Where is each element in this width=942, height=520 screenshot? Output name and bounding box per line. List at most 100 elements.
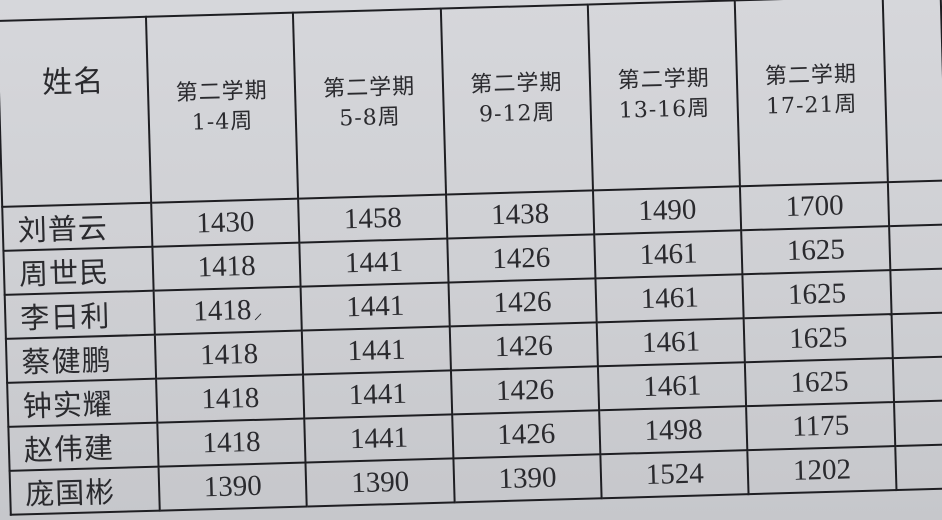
wage-value: 1441 [345,289,405,323]
wage-value: 1625 [786,232,846,267]
weeks-label: 17-21周 [765,91,858,120]
wage-cell: 1426 [451,410,601,459]
wage-value: 1390 [203,469,263,503]
wage-value: 1438 [490,197,550,231]
wage-cell: 1498 [599,406,748,455]
wage-cell: 1426 [449,322,598,371]
wage-value: 1441 [347,333,406,367]
wage-value: 1441 [349,421,409,455]
weeks-label: 5-8周 [338,104,402,132]
employee-name: 赵伟建 [8,422,159,471]
wage-value: 1426 [496,417,556,451]
wage-cell: 1524 [600,450,749,499]
wage-cell: 1441 [299,238,449,287]
term-label: 第二学期 [617,66,711,94]
wage-value: 1441 [348,377,408,411]
wage-cell: 1418 [154,330,304,379]
wage-value: 1461 [639,237,698,271]
wage-value: 1461 [640,280,700,315]
wage-value: 1461 [641,324,701,359]
wage-cell: 1418 [155,374,305,423]
header-row: 姓名 第二学期 1-4周 第二学期 5-8周 第二学期 9-12周 第二学期 13-16… [0,0,942,207]
term-label: 第二学期 [764,61,858,90]
extra-cell [890,268,942,315]
wage-value: 1418 [197,249,257,283]
wage-value: 1625 [787,276,847,311]
wage-cell: 1390 [453,454,602,503]
wage-cell: 1441 [303,370,452,419]
wage-value: 1202 [792,452,852,487]
weeks-label: 9-12周 [478,100,556,128]
wage-value: 1430 [195,205,255,239]
wage-value: 1418 [192,293,252,328]
check-mark-icon: ⸝ [253,302,263,323]
wage-cell: 1625 [741,226,891,275]
wage-value: 1461 [642,368,702,403]
wage-cell: 1418 [152,242,302,291]
wage-cell: 1390 [158,462,308,511]
wage-cell: 1461 [595,274,745,323]
column-header: 第二学期 1-4周 [145,12,299,203]
wage-cell: 1461 [597,362,747,411]
extra-cell [892,356,942,403]
wage-cell: 1490 [593,186,742,235]
employee-name: 庞国彬 [9,466,160,515]
column-header: 第二学期 9-12周 [440,4,594,195]
wage-cell: 1441 [304,414,454,463]
wage-value: 1426 [494,329,554,363]
wage-value: 1625 [788,320,848,355]
wage-value: 1524 [645,456,705,491]
extra-cell [894,444,942,491]
term-label: 第二学期 [175,78,269,107]
employee-name: 周世民 [3,246,154,295]
wage-cell: 1461 [596,318,746,367]
wage-value: 1625 [790,364,849,399]
wage-cell: 1441 [302,326,451,375]
wage-value: 1426 [495,373,555,407]
wage-value: 1418 [200,381,260,415]
wage-value: 1498 [644,412,703,447]
wage-value: 1390 [350,465,410,499]
wage-value: 1175 [791,408,850,443]
weeks-label: 13-16周 [618,96,711,124]
extra-cell [887,180,942,227]
wage-cell: 1441 [301,282,450,331]
wage-cell: 1625 [742,270,892,319]
wage-value: 1441 [344,245,404,279]
extra-cell [888,224,942,271]
employee-name: 刘普云 [2,202,153,251]
wage-cell: 1625 [745,358,894,407]
wage-value: 1700 [785,188,845,223]
wage-cell: 1430 [150,198,300,247]
wage-cell: 1175 [746,402,895,451]
extra-cell [891,312,942,359]
wage-cell: 1458 [298,194,448,243]
wage-cell: 1438 [445,190,595,239]
extra-cell [893,400,942,447]
employee-name: 钟实耀 [7,378,158,427]
wage-value: 1418 [199,337,259,371]
column-header: 第二学期 13-16周 [587,0,741,191]
weeks-label: 1-4周 [191,108,254,136]
extra-column-header [882,0,942,183]
wage-cell: 1426 [447,234,596,283]
employee-name: 蔡健鹏 [5,334,156,383]
term-label: 第二学期 [470,70,563,98]
wage-cell: 1461 [594,230,743,279]
name-header: 姓名 [0,16,151,207]
wage-value: 1426 [493,285,552,319]
wage-cell: 1426 [450,366,600,415]
wage-value: 1390 [497,461,557,495]
wage-value: 1418 [202,425,261,459]
wage-cell: 1700 [740,182,889,231]
wage-value: 1490 [637,193,697,227]
wage-cell: 1418 [157,418,306,467]
wage-cell: 1426 [448,278,597,327]
wage-cell: 1625 [744,314,893,363]
term-label: 第二学期 [322,74,416,102]
wage-cell: 1202 [747,446,897,495]
wage-value: 1426 [491,241,551,275]
